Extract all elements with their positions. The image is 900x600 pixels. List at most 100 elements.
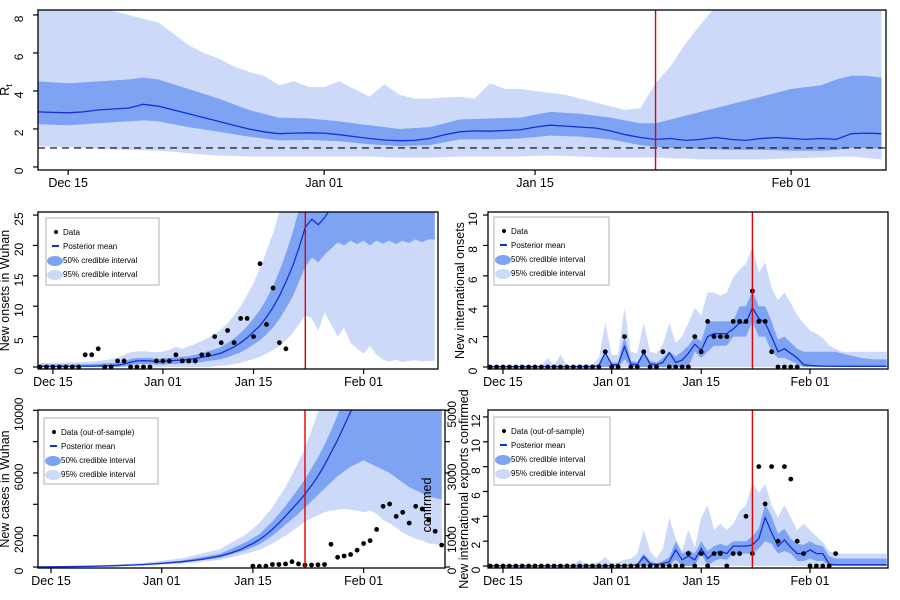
legend-band-swatch: [495, 269, 511, 279]
legend-label: Data: [63, 228, 80, 237]
data-point: [673, 364, 679, 369]
x-tick-label: Dec 15: [483, 375, 523, 389]
data-point: [820, 563, 826, 568]
panel-border: [37, 9, 887, 171]
data-point: [686, 551, 691, 556]
data-point: [95, 346, 101, 352]
x-tick-label: Dec 15: [31, 574, 71, 588]
data-point: [698, 551, 704, 556]
data-point: [692, 334, 698, 339]
data-point: [507, 364, 512, 369]
data-point: [762, 319, 768, 324]
data-point: [257, 564, 262, 568]
data-point: [76, 364, 82, 369]
data-point: [826, 563, 832, 568]
y2-tick-label: 0: [445, 567, 459, 574]
data-point: [309, 562, 314, 568]
data-point: [328, 541, 334, 547]
data-point: [270, 562, 275, 567]
legend-point-swatch: [502, 429, 506, 433]
y-tick-label: 4: [469, 517, 483, 524]
data-point: [634, 563, 640, 568]
data-point: [647, 563, 653, 568]
data-point: [570, 563, 576, 568]
legend-label: 50% credible interval: [511, 455, 585, 464]
data-point: [513, 563, 519, 568]
legend-band-swatch: [495, 455, 511, 465]
legend-point-swatch: [54, 230, 58, 234]
y2-tick-label: 1000: [445, 526, 459, 553]
data-point: [167, 358, 172, 364]
data-point: [507, 563, 512, 568]
x-tick-label: Jan 15: [516, 176, 554, 190]
data-point: [833, 551, 838, 556]
x-tick-label: Jan 01: [143, 574, 181, 588]
data-point: [361, 541, 366, 546]
data-point: [419, 506, 425, 512]
y-tick-label: 10000: [12, 397, 26, 431]
y-tick-label: 5: [12, 337, 26, 344]
legend-band-swatch: [495, 469, 511, 479]
legend-box: [493, 216, 610, 286]
data-point: [538, 364, 544, 369]
data-points: [488, 464, 838, 568]
data-point: [69, 364, 75, 369]
data-point: [775, 364, 781, 369]
data-point: [807, 563, 813, 568]
50-credible-band: [490, 291, 887, 367]
y-tick-label: 0: [12, 567, 26, 574]
x-tick-label: Jan 01: [144, 375, 182, 389]
data-point: [192, 358, 198, 364]
data-point: [406, 520, 412, 526]
y-axis-label: New international onsets: [453, 222, 467, 359]
panel-rt: Dec 15 Jan 01 Jan 15 Feb 01 0 2 4 6 8 Rt: [0, 9, 887, 190]
y-tick-label: 6: [469, 492, 483, 499]
50-credible-band: [490, 503, 887, 566]
data-point: [711, 334, 717, 339]
panel-border: [487, 409, 889, 569]
legend-label: 95% credible interval: [511, 269, 585, 278]
50-credible-band: [38, 410, 442, 567]
data-point: [500, 563, 506, 568]
x-tick-label: Feb 01: [344, 574, 383, 588]
data-point: [583, 563, 589, 568]
data-point: [583, 364, 589, 369]
y-tick-label: 0: [12, 167, 26, 174]
panel-border: [487, 211, 889, 370]
data-point: [257, 261, 263, 267]
data-point: [698, 349, 704, 355]
y-tick-label: 20: [12, 242, 26, 256]
data-point: [186, 358, 192, 364]
legend-box: [493, 416, 611, 486]
95-credible-band: [490, 247, 887, 367]
data-point: [82, 352, 88, 358]
data-point: [628, 563, 634, 568]
data-point: [335, 554, 340, 560]
data-point: [205, 352, 211, 358]
legend-label: Posterior mean: [61, 442, 115, 451]
data-point: [609, 563, 615, 568]
y-tick-label: 8: [466, 246, 480, 253]
y-tick-label: 0: [12, 367, 26, 374]
data-point: [134, 364, 140, 369]
plot-area-wuhan-onsets: [38, 212, 435, 369]
data-point: [660, 349, 666, 355]
50-credible-band: [39, 212, 435, 367]
panel-border: [37, 409, 446, 569]
data-point: [730, 551, 736, 556]
data-point: [782, 364, 787, 369]
y-tick-label: 10: [466, 212, 480, 226]
50-credible-band: [38, 75, 882, 151]
y-tick-label: 8: [12, 15, 26, 22]
y-tick-label: 0: [469, 566, 483, 573]
legend: Data (out-of-sample) Posterior mean 50% cr…: [43, 417, 159, 485]
data-point: [400, 509, 406, 515]
x-tick-label: Dec 15: [33, 375, 73, 389]
legend-label: 95% credible interval: [61, 470, 135, 479]
data-point: [519, 563, 525, 568]
data-point: [564, 563, 570, 568]
data-point: [756, 319, 762, 324]
y-tick-label: 25: [12, 212, 26, 226]
